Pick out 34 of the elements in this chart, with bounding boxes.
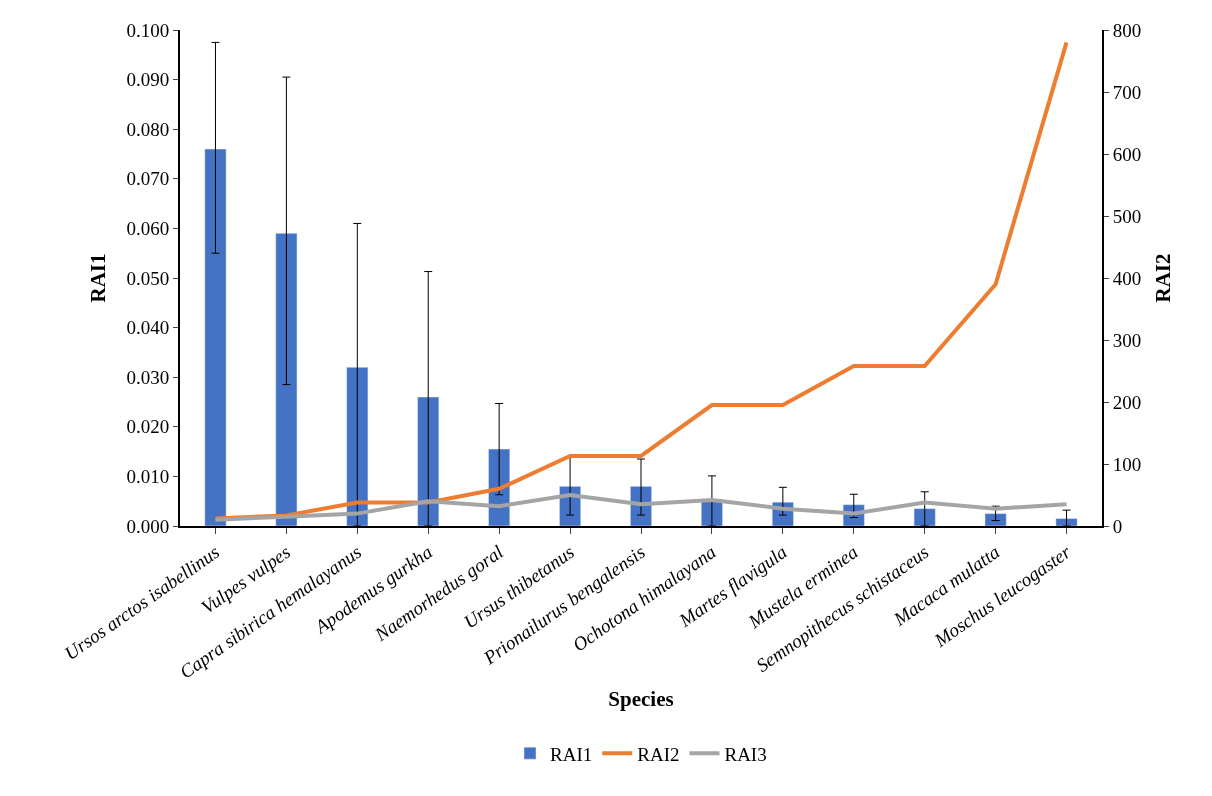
y2-tick-label: 500 (1112, 205, 1142, 227)
y-tick-label: 0.020 (126, 416, 170, 438)
legend-label: RAI2 (637, 743, 680, 765)
legend-label: RAI3 (724, 743, 767, 765)
y2-tick-label: 600 (1112, 143, 1142, 165)
bar (204, 148, 227, 526)
bar (346, 367, 369, 526)
y-tick-label: 0.080 (126, 118, 170, 140)
bar (417, 396, 440, 526)
y2-tick-label: 400 (1112, 267, 1142, 289)
y-axis-title: RAI1 (86, 253, 111, 303)
y2-tick-label: 700 (1112, 81, 1142, 103)
y-tick-label: 0.090 (126, 69, 170, 91)
y2-tick-label: 800 (1112, 19, 1142, 41)
y2-axis-title: RAI2 (1151, 253, 1175, 303)
bar (913, 508, 936, 526)
y-tick-label: 0.070 (126, 168, 170, 190)
y2-tick-label: 0 (1112, 515, 1123, 537)
y-tick-label: 0.040 (126, 317, 170, 339)
line-series (213, 493, 1069, 522)
bar (1055, 518, 1078, 526)
y2-tick-label: 300 (1112, 329, 1142, 351)
y-tick-label: 0.010 (126, 466, 170, 488)
x-axis-title: Species (608, 687, 674, 712)
y-tick-label: 0.030 (126, 366, 170, 388)
y-tick-label: 0.000 (126, 515, 170, 537)
y2-tick-label: 100 (1112, 453, 1142, 475)
bar (984, 513, 1007, 526)
legend-label: RAI1 (550, 743, 593, 765)
y-tick-label: 0.100 (126, 19, 170, 41)
y-tick-label: 0.050 (126, 267, 170, 289)
y-tick-label: 0.060 (126, 218, 170, 240)
bar (275, 233, 298, 526)
y2-tick-label: 200 (1112, 391, 1142, 413)
